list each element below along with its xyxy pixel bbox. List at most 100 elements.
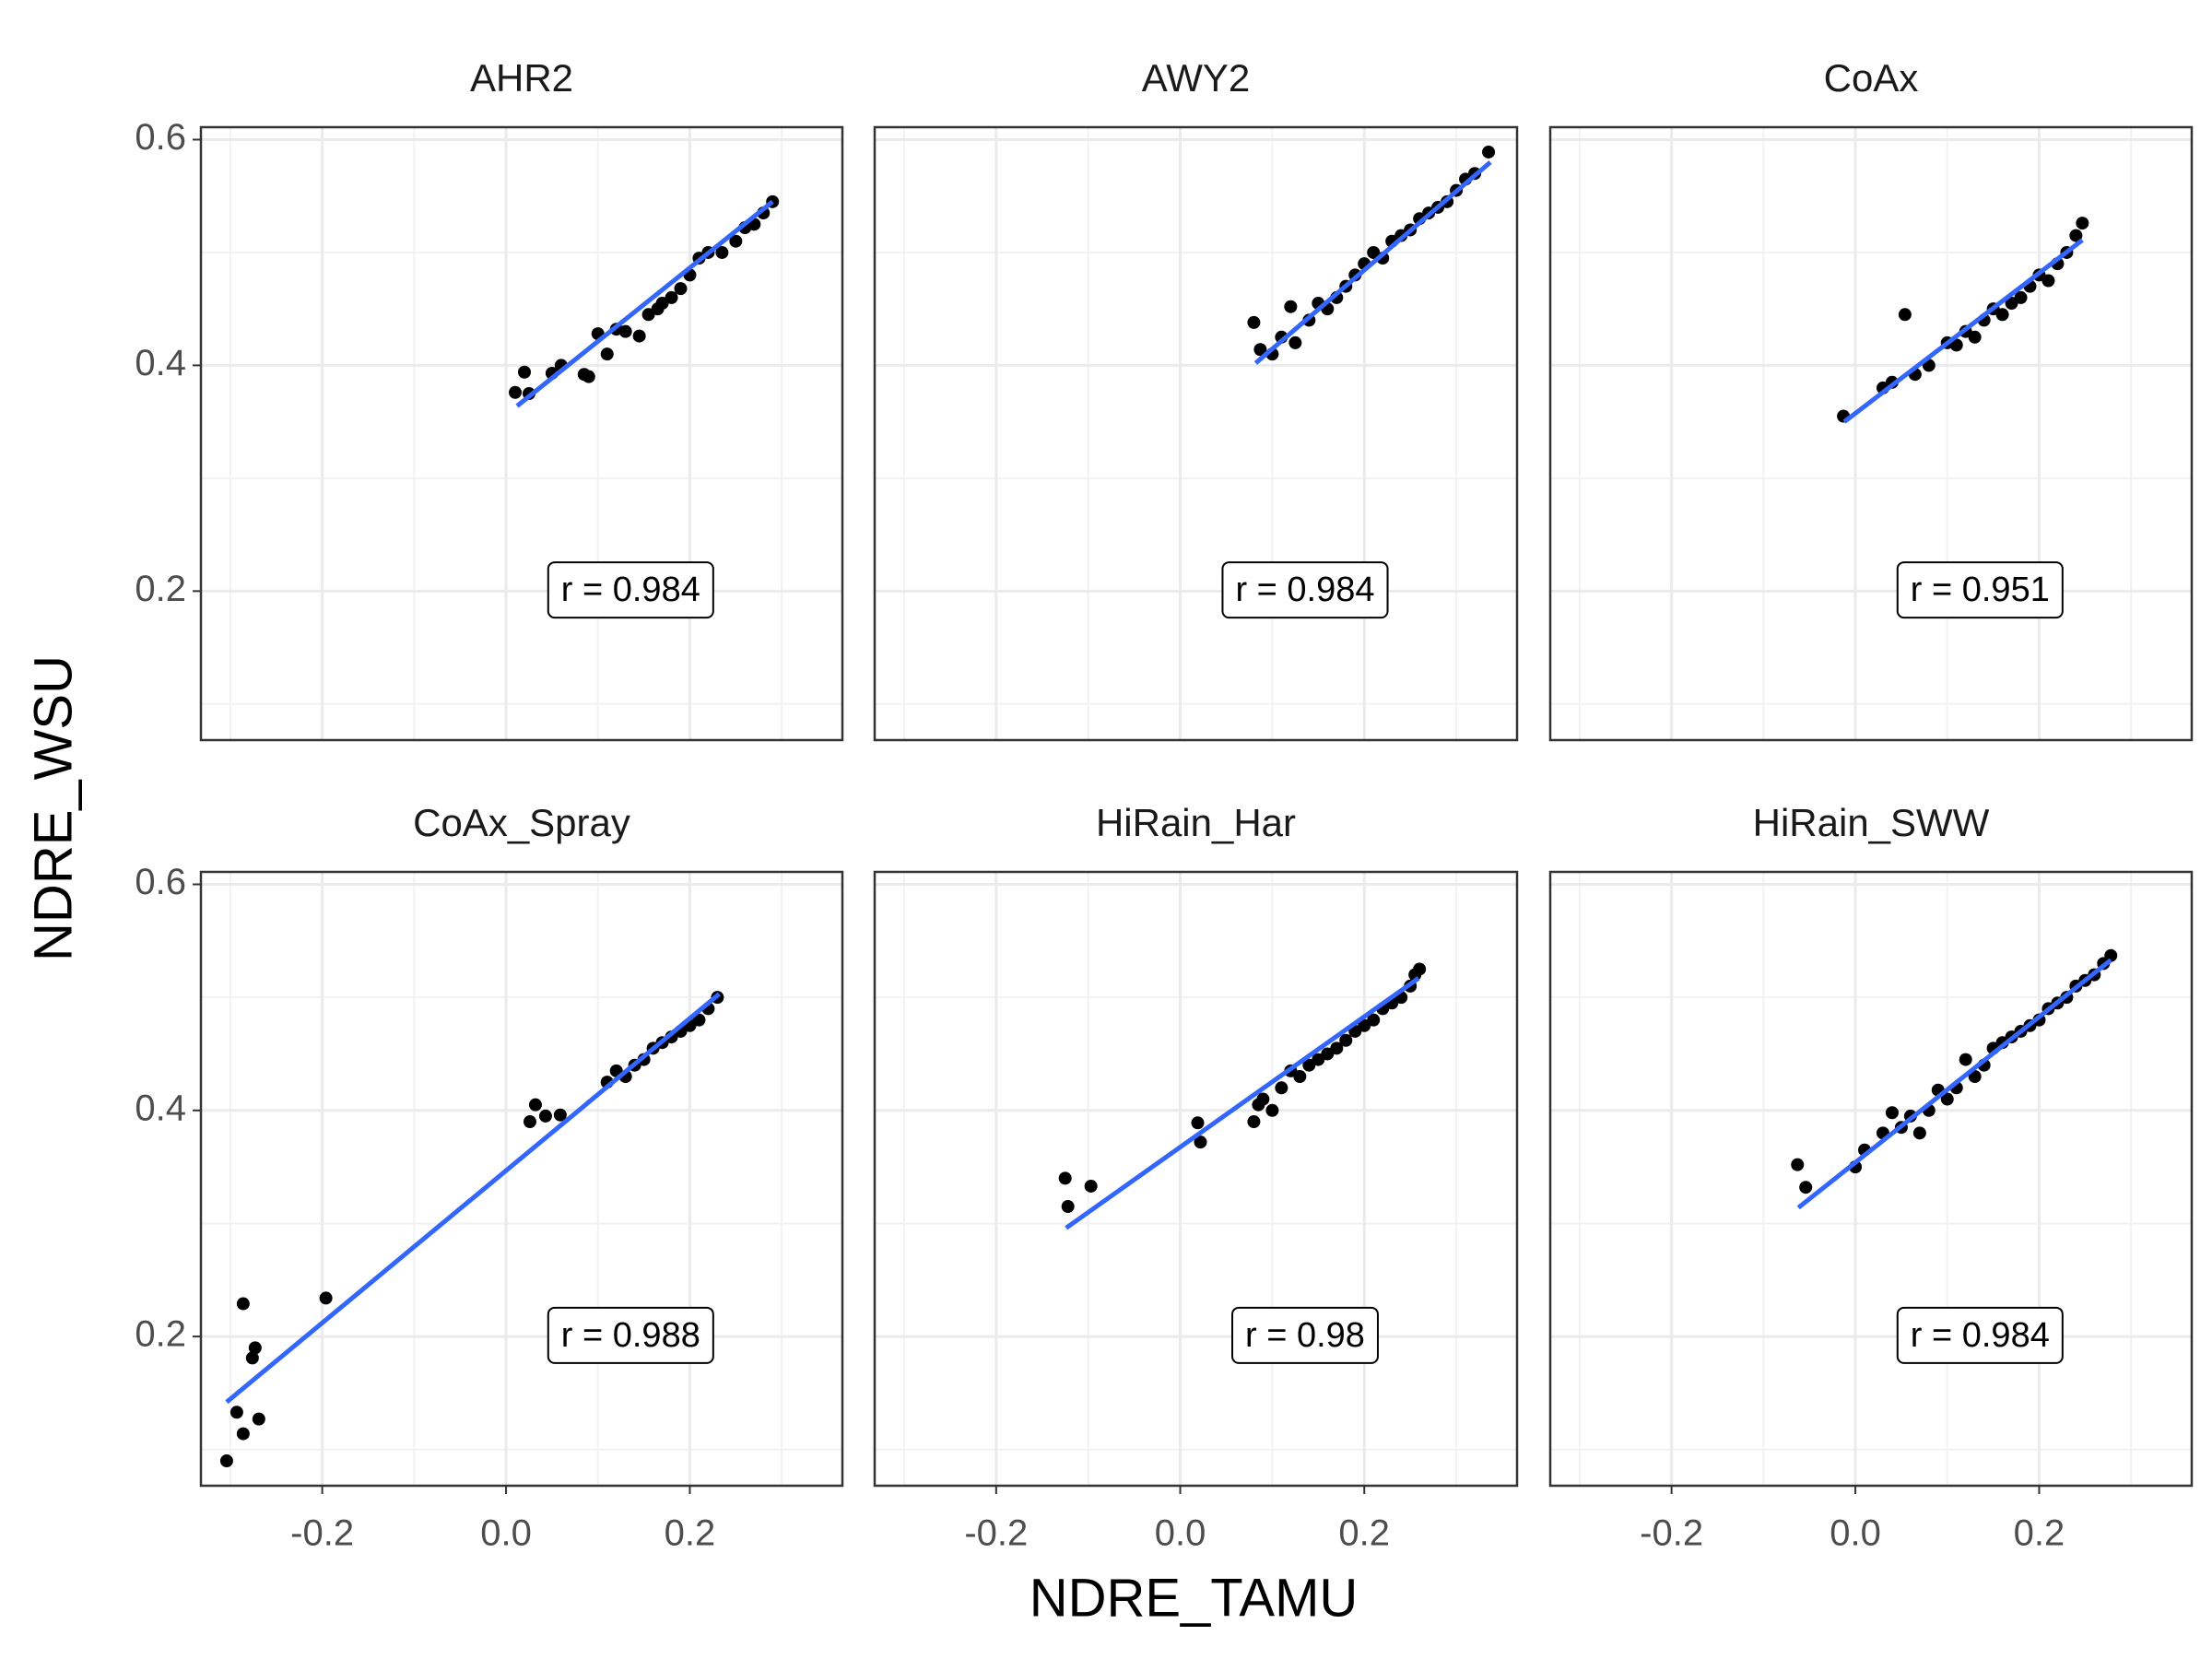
y-tick-label: 0.4: [135, 1088, 186, 1128]
annotation-box: [1896, 561, 2064, 619]
point: [1061, 1200, 1075, 1214]
point: [1968, 330, 1982, 344]
point: [1949, 338, 1963, 352]
point: [553, 1108, 567, 1122]
point: [1256, 1092, 1270, 1106]
x-tick-label: 0.0: [1830, 1513, 1881, 1554]
point: [1898, 308, 1912, 322]
point: [1247, 315, 1261, 329]
point: [523, 1115, 536, 1129]
annotation: r = 0.988: [547, 1306, 714, 1364]
point: [236, 1297, 250, 1311]
panel-background: [1550, 127, 2192, 740]
y-tick-label: 0.4: [135, 343, 186, 383]
annotation-text: r = 0.984: [1911, 1316, 2050, 1355]
point: [2076, 217, 2089, 230]
point: [319, 1291, 333, 1305]
annotation-box: [1231, 1306, 1379, 1364]
x-tick-label: 0.2: [665, 1513, 716, 1554]
fit-line: [225, 992, 721, 1405]
panel-background: [201, 872, 842, 1486]
annotation-box: [1221, 561, 1389, 619]
y-tick-label: 0.6: [135, 117, 186, 158]
annotation-box: [547, 1306, 714, 1364]
x-axis-title: NDRE_TAMU: [1030, 1568, 1359, 1628]
point: [1959, 1053, 1972, 1066]
annotation: r = 0.984: [547, 561, 714, 619]
panel-border: [873, 125, 1519, 742]
point: [1799, 1181, 1813, 1194]
y-axis-title: NDRE_WSU: [23, 655, 83, 961]
point: [528, 1098, 542, 1112]
fit-line: [1796, 958, 2112, 1210]
annotation-text: r = 0.984: [1235, 571, 1374, 609]
fit-line: [1253, 160, 1492, 365]
panel-border: [1548, 870, 2194, 1488]
point: [1191, 1116, 1205, 1130]
annotation: r = 0.951: [1896, 561, 2064, 619]
point: [692, 1013, 706, 1027]
point: [1288, 335, 1302, 349]
panel-border: [1548, 125, 2194, 742]
panel-background: [201, 127, 842, 740]
point: [1912, 1126, 1926, 1140]
point: [1413, 962, 1427, 976]
annotation-text: r = 0.984: [561, 571, 700, 609]
point: [1247, 1115, 1261, 1129]
point: [2041, 274, 2055, 288]
x-tick-label: 0.2: [1338, 1513, 1390, 1554]
panel-title: HiRain_SWW: [1753, 801, 1990, 844]
fit-line: [515, 199, 774, 408]
annotation: r = 0.98: [1231, 1306, 1379, 1364]
annotation-text: r = 0.988: [561, 1316, 700, 1355]
point: [618, 324, 632, 338]
point: [665, 290, 678, 304]
point: [1293, 1070, 1307, 1083]
point: [1330, 1041, 1344, 1055]
point: [509, 385, 523, 399]
point: [715, 245, 729, 259]
panel-title: CoAx_Spray: [413, 801, 630, 844]
point: [1253, 343, 1267, 357]
x-tick-label: 0.2: [2014, 1513, 2065, 1554]
point: [1940, 1092, 1954, 1106]
fit-line: [1065, 976, 1420, 1230]
point: [2014, 290, 2028, 304]
x-tick-label: -0.2: [1640, 1513, 1703, 1554]
panel-border: [199, 870, 844, 1488]
point: [674, 282, 688, 296]
point: [517, 365, 531, 379]
x-tick-label: 0.0: [480, 1513, 532, 1554]
panel-border: [199, 125, 844, 742]
annotation-text: r = 0.98: [1245, 1316, 1365, 1355]
point: [2104, 948, 2118, 962]
point: [538, 1109, 552, 1123]
point: [729, 234, 743, 248]
point: [245, 1351, 259, 1365]
point: [2069, 229, 2083, 242]
fit-line: [1842, 238, 2084, 424]
point: [1275, 1081, 1288, 1095]
point: [252, 1412, 265, 1426]
annotation-text: r = 0.951: [1911, 571, 2050, 609]
point: [600, 347, 614, 361]
point: [1482, 145, 1496, 159]
point: [582, 370, 595, 383]
point: [1194, 1135, 1207, 1149]
y-tick-label: 0.6: [135, 862, 186, 902]
x-tick-label: -0.2: [290, 1513, 354, 1554]
point: [1885, 1106, 1899, 1120]
point: [1791, 1158, 1805, 1171]
point: [1058, 1171, 1072, 1185]
point: [248, 1341, 262, 1355]
y-tick-label: 0.2: [135, 1314, 186, 1355]
annotation-box: [1896, 1306, 2064, 1364]
panel-title: AWY2: [1142, 56, 1250, 100]
panel-background: [1550, 872, 2192, 1486]
point: [229, 1406, 243, 1419]
point: [1084, 1179, 1098, 1193]
annotation: r = 0.984: [1221, 561, 1389, 619]
point: [236, 1427, 250, 1441]
x-tick-label: 0.0: [1155, 1513, 1206, 1554]
